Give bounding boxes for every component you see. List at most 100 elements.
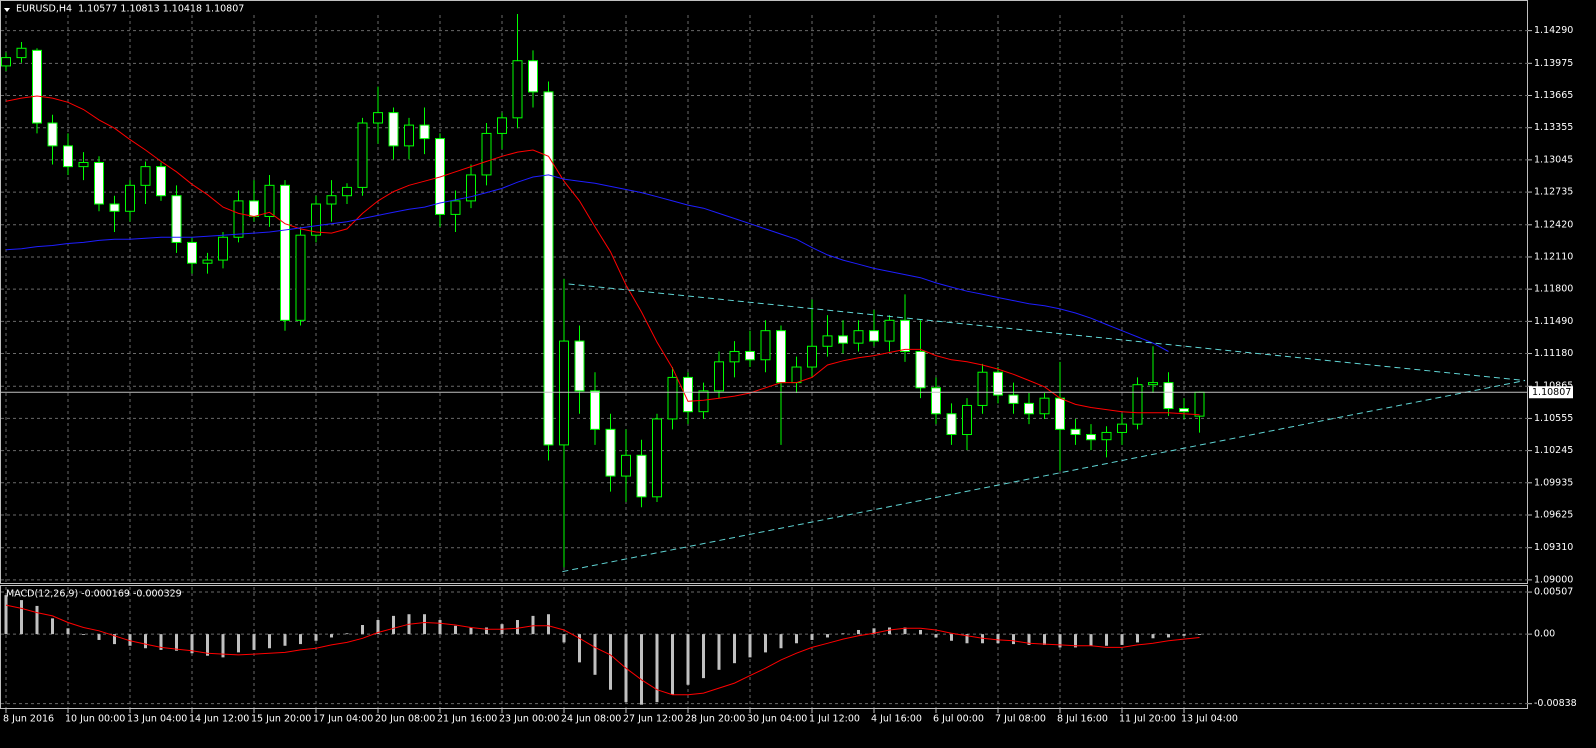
histogram-bar (1058, 634, 1062, 648)
pane-title: EURUSD,H4 1.10577 1.10813 1.10418 1.1080… (16, 4, 244, 15)
candle-body (931, 387, 941, 415)
histogram-bar (1136, 634, 1139, 643)
candle-body (512, 60, 523, 119)
y-tick-label: 1.12110 (1534, 251, 1573, 262)
candle-body (1163, 382, 1174, 410)
histogram-bar (1105, 634, 1108, 646)
trend-line (568, 283, 1526, 381)
candle-body (760, 330, 771, 361)
candle-body (388, 112, 399, 147)
candle-body (590, 390, 600, 430)
candle-body (218, 236, 228, 261)
candle-body (497, 117, 507, 134)
histogram-bar (934, 634, 938, 638)
histogram-bar (919, 629, 922, 635)
histogram-bar (888, 627, 891, 635)
candle-body (1117, 423, 1127, 433)
trend-line (562, 380, 1526, 573)
pane-title: MACD(12,26,9) -0.000169 -0.000329 (6, 589, 182, 600)
candle-body (822, 335, 833, 347)
histogram-bar (748, 634, 752, 658)
y-tick-label: 1.10865 (1534, 381, 1573, 392)
candle-body (574, 340, 585, 392)
y-tick-label: 1.09935 (1534, 477, 1573, 488)
histogram-bar (392, 615, 395, 635)
histogram-bar (640, 634, 643, 705)
candle-body (249, 200, 259, 217)
candle-body (745, 350, 755, 361)
candle-body (187, 241, 197, 264)
x-tick-label: 8 Jun 2016 (3, 714, 54, 725)
histogram-bar (578, 634, 581, 663)
histogram-bar (66, 628, 70, 635)
candle-body (311, 203, 321, 236)
candle-body (373, 112, 383, 124)
histogram-bar (190, 634, 194, 654)
histogram-bar (113, 634, 116, 645)
histogram-bar (1012, 634, 1015, 645)
histogram-bar (655, 634, 659, 703)
histogram-bar (826, 634, 829, 638)
candle-body (1101, 431, 1112, 441)
y-tick-label: 1.13665 (1534, 90, 1573, 101)
x-tick-label: 24 Jun 08:00 (561, 714, 621, 725)
histogram-bar (1027, 634, 1031, 645)
x-tick-label: 23 Jun 00:00 (499, 714, 559, 725)
x-tick-label: 27 Jun 12:00 (623, 714, 683, 725)
candle-body (342, 186, 352, 197)
last-price-label: 1.10807 (1532, 387, 1571, 398)
x-tick-label: 4 Jul 16:00 (871, 714, 922, 725)
candle-body (233, 200, 244, 238)
x-tick-label: 14 Jun 12:00 (189, 714, 249, 725)
x-tick-label: 8 Jul 16:00 (1057, 714, 1108, 725)
histogram-bar (810, 634, 814, 640)
y-tick-label: 1.12420 (1534, 219, 1573, 230)
candle-body (140, 166, 151, 186)
candle-body (404, 124, 414, 147)
y-tick-label: 1.13975 (1534, 58, 1573, 69)
candle-body (838, 335, 848, 344)
histogram-bar (144, 634, 147, 649)
y-tick-label: 1.13045 (1534, 154, 1573, 165)
main-pane-frame (0, 0, 1528, 584)
candle-body (714, 361, 724, 392)
candle-body (993, 371, 1003, 396)
histogram-bar (128, 634, 132, 646)
pane-menu-icon[interactable] (4, 8, 10, 12)
x-tick-label: 28 Jun 20:00 (685, 714, 745, 725)
candle-body (869, 330, 879, 342)
candle-body (900, 319, 910, 352)
x-tick-label: 13 Jul 04:00 (1181, 714, 1238, 725)
x-tick-label: 21 Jun 16:00 (437, 714, 497, 725)
y-tick-label: 1.09310 (1534, 542, 1573, 553)
histogram-bar (779, 634, 783, 649)
x-tick-label: 20 Jun 08:00 (375, 714, 435, 725)
candle-body (156, 166, 166, 197)
histogram-bar (485, 627, 488, 635)
histogram-bar (1120, 634, 1124, 645)
histogram-bar (206, 634, 209, 656)
histogram-bar (1167, 634, 1170, 638)
candle-body (621, 454, 631, 477)
candle-body (698, 390, 709, 413)
histogram-bar (283, 634, 287, 646)
candle-body (729, 350, 740, 363)
histogram-bar (1043, 634, 1046, 645)
histogram-bar (686, 634, 690, 685)
candle-body (1008, 394, 1019, 404)
candle-body (776, 330, 786, 384)
histogram-bar (175, 634, 178, 651)
macd-pane-frame (0, 585, 1528, 709)
histogram-bar (609, 634, 612, 690)
histogram-bar (252, 634, 256, 650)
candle-body (543, 91, 554, 446)
histogram-bar (547, 614, 550, 635)
histogram-bar (159, 634, 163, 650)
y-tick-label: 1.13355 (1534, 122, 1573, 133)
candle-body (791, 366, 802, 384)
candle-body (1039, 397, 1050, 415)
y-tick-label: -0.00838 (1534, 698, 1577, 709)
candle-body (1, 57, 11, 67)
